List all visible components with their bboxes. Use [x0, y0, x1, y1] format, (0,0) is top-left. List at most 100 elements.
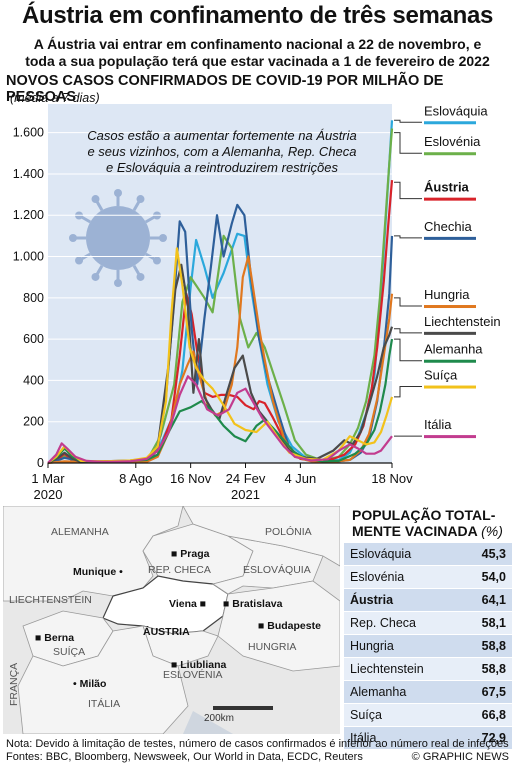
vaccination-title-line-1: POPULAÇÃO TOTAL-	[352, 507, 503, 523]
series-label-swatch	[424, 237, 476, 240]
y-tick-label: 200	[23, 415, 44, 429]
vaccination-table: Eslováquia 45,3 Eslovénia 54,0 Áustria 64,1…	[344, 543, 512, 750]
vax-row: Liechtenstein 58,8	[344, 658, 512, 681]
series-label-swatch	[424, 435, 476, 438]
map-city-praga: ■ Praga	[171, 548, 209, 560]
series-label-swatch	[424, 360, 476, 363]
map-label-austria: ÁUSTRIA	[143, 626, 190, 638]
y-tick-label: 800	[23, 291, 44, 305]
series-label: Suíça	[424, 368, 458, 383]
vax-row: Alemanha 67,5	[344, 681, 512, 704]
y-tick-label: 400	[23, 373, 44, 387]
series-label-swatch	[424, 332, 476, 335]
series-label-connector	[394, 298, 422, 306]
vax-row: Eslováquia 45,3	[344, 543, 512, 566]
virus-spike-tip	[114, 189, 122, 197]
cases-line-chart: Casos estão a aumentar fortemente na Áus…	[0, 0, 515, 500]
series-label: Áustria	[424, 180, 470, 195]
vax-country: Eslováquia	[350, 543, 411, 565]
scale-bar	[213, 706, 273, 710]
vax-country: Suíça	[350, 704, 382, 726]
map-city-munique: Munique •	[73, 566, 123, 578]
series-label-connector	[394, 329, 422, 333]
chart-annotation: Casos estão a aumentar fortemente na Áus…	[87, 128, 357, 175]
series-label-connector	[394, 120, 422, 122]
annotation-line: Casos estão a aumentar fortemente na Áus…	[87, 128, 357, 143]
vax-country: Rep. Checa	[350, 612, 416, 634]
x-tick-label: 24 Fev	[226, 471, 266, 486]
series-label: Hungria	[424, 287, 470, 302]
series-label-swatch	[424, 386, 476, 389]
map-label-switzerland: SUÍÇA	[53, 646, 85, 658]
y-tick-label: 1.000	[13, 250, 44, 264]
vax-row: Eslovénia 54,0	[344, 566, 512, 589]
map-label-slovakia: ESLOVÁQUIA	[243, 564, 311, 576]
vax-value: 64,1	[482, 589, 506, 611]
map-label-france: FRANÇA	[8, 663, 20, 706]
virus-spike-tip	[92, 195, 100, 203]
series-label-connector	[394, 133, 422, 154]
footer-note: Nota: Devido à limitação de testes, núme…	[6, 738, 509, 750]
virus-spike-tip	[137, 195, 145, 203]
vax-value: 66,8	[482, 704, 506, 726]
virus-spike-tip	[69, 234, 77, 242]
x-tick-label: 18 Nov	[371, 471, 413, 486]
x-tick-year: 2020	[34, 487, 63, 500]
y-tick-label: 1.400	[13, 167, 44, 181]
map-city-bratislava: ■ Bratislava	[223, 598, 282, 610]
series-label: Liechtenstein	[424, 314, 501, 329]
vax-row: Rep. Checa 58,1	[344, 612, 512, 635]
series-label: Eslovénia	[424, 134, 481, 149]
vax-country: Áustria	[350, 589, 393, 611]
vax-row: Suíça 66,8	[344, 704, 512, 727]
x-tick-year: 2021	[231, 487, 260, 500]
y-tick-label: 600	[23, 332, 44, 346]
vax-country: Liechtenstein	[350, 658, 424, 680]
map-city-liubliana: ■ Liubliana	[171, 659, 226, 671]
vaccination-title-line-2: MENTE VACINADA	[352, 523, 477, 539]
map-city-budapeste: ■ Budapeste	[258, 620, 321, 632]
series-label-swatch	[424, 305, 476, 308]
series-label-connector	[394, 387, 422, 397]
vax-value: 58,8	[482, 635, 506, 657]
vax-value: 58,1	[482, 612, 506, 634]
map-label-germany: ALEMANHA	[51, 526, 109, 538]
map-city-viena: Viena ■	[169, 598, 206, 610]
series-label: Eslováquia	[424, 103, 488, 118]
footer-credit: © GRAPHIC NEWS	[412, 751, 509, 763]
map-label-poland: POLÓNIA	[265, 526, 312, 538]
map-label-hungary: HUNGRIA	[248, 641, 296, 653]
series-label-swatch	[424, 121, 476, 124]
virus-spike-tip	[114, 279, 122, 287]
virus-spike-tip	[159, 234, 167, 242]
map-city-milao: • Milão	[73, 678, 106, 690]
footer-sources: Fontes: BBC, Bloomberg, Newsweek, Our Wo…	[6, 751, 363, 763]
series-labels: EslováquiaEslovéniaÁustriaChechiaHungria…	[394, 103, 501, 438]
annotation-line: e Eslováquia a reintroduzirem restrições	[106, 160, 338, 175]
x-tick-label: 1 Mar	[31, 471, 65, 486]
vax-country: Alemanha	[350, 681, 406, 703]
series-label-connector	[394, 182, 422, 198]
vax-country: Eslovénia	[350, 566, 404, 588]
x-tick-label: 16 Nov	[170, 471, 212, 486]
series-label: Itália	[424, 417, 452, 432]
vax-value: 54,0	[482, 566, 506, 588]
vax-row: Áustria 64,1	[344, 589, 512, 612]
series-label-swatch	[424, 198, 476, 201]
series-label-connector	[394, 236, 422, 238]
vax-value: 67,5	[482, 681, 506, 703]
annotation-line: e seus vizinhos, com a Alemanha, Rep. Ch…	[87, 144, 356, 159]
map-label-italy: ITÁLIA	[88, 698, 120, 710]
vax-value: 58,8	[482, 658, 506, 680]
virus-spike-tip	[153, 257, 161, 265]
vax-value: 45,3	[482, 543, 506, 565]
vaccination-unit: (%)	[481, 523, 503, 539]
y-tick-label: 0	[37, 456, 44, 470]
x-tick-label: 4 Jun	[284, 471, 316, 486]
map-scale-label: 200km	[204, 713, 234, 724]
vaccination-title: POPULAÇÃO TOTAL- MENTE VACINADA (%)	[352, 507, 503, 539]
map-label-czech: REP. CHECA	[148, 564, 211, 576]
series-label: Alemanha	[424, 342, 483, 357]
virus-spike-tip	[137, 273, 145, 281]
map-label-liechtenstein: LIECHTENSTEIN	[9, 594, 92, 606]
